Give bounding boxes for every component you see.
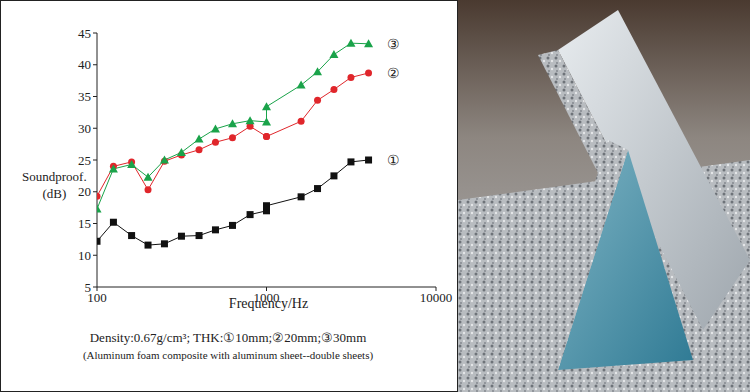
svg-text:45: 45 xyxy=(78,26,91,41)
svg-text:①: ① xyxy=(387,153,400,168)
svg-text:40: 40 xyxy=(78,57,91,72)
svg-text:30: 30 xyxy=(78,121,91,136)
svg-text:③: ③ xyxy=(387,37,400,52)
svg-text:5: 5 xyxy=(85,280,92,295)
svg-text:15: 15 xyxy=(78,216,91,231)
svg-text:10: 10 xyxy=(78,248,91,263)
svg-text:25: 25 xyxy=(78,153,91,168)
svg-text:10000: 10000 xyxy=(420,290,453,305)
svg-text:35: 35 xyxy=(78,89,91,104)
svg-text:②: ② xyxy=(387,66,400,81)
svg-text:20: 20 xyxy=(78,184,91,199)
